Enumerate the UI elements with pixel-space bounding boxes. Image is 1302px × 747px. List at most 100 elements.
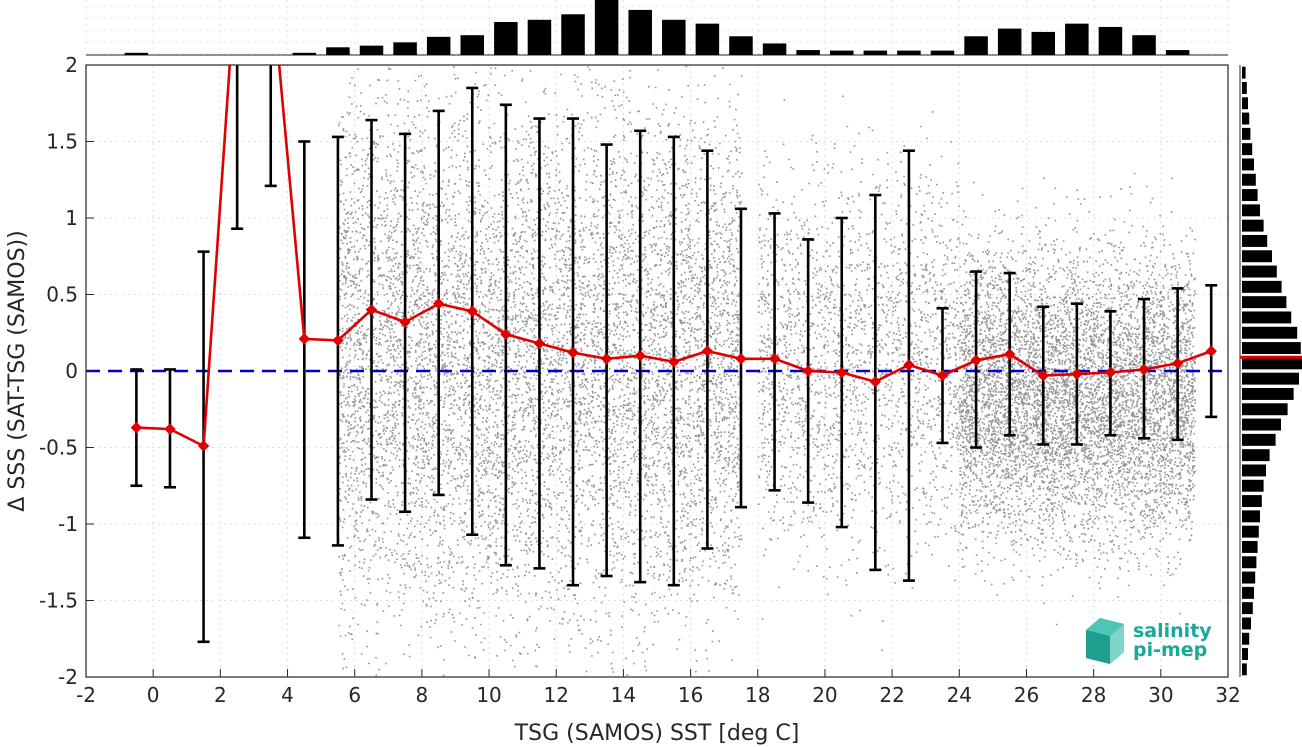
right-histogram: [1240, 65, 1302, 677]
right-hist-bar: [1242, 556, 1256, 568]
right-hist-bar: [1242, 327, 1297, 339]
x-tick-label: 28: [1081, 683, 1106, 707]
right-hist-bar: [1242, 128, 1250, 140]
top-hist-bar: [427, 37, 451, 55]
top-hist-bar: [897, 51, 921, 55]
y-tick-label: 1: [65, 206, 78, 230]
top-hist-bar: [326, 47, 350, 55]
top-hist-bar: [595, 0, 619, 55]
x-tick-label: 32: [1215, 683, 1240, 707]
x-tick-label: 24: [947, 683, 972, 707]
top-hist-bar: [528, 20, 552, 55]
top-hist-bar: [696, 24, 720, 55]
right-hist-bar: [1242, 419, 1281, 431]
right-hist-bar: [1242, 97, 1248, 109]
right-hist-bar: [1242, 311, 1291, 323]
right-hist-bar: [1242, 342, 1301, 354]
top-hist-bg: [86, 0, 1228, 55]
logo-text-line2: pi-mep: [1133, 639, 1207, 661]
x-tick-label: 20: [812, 683, 837, 707]
right-hist-bar: [1242, 602, 1253, 614]
right-hist-bar: [1242, 617, 1251, 629]
top-hist-bar: [1132, 35, 1156, 55]
x-tick-label: 0: [147, 683, 160, 707]
top-hist-bar: [1032, 32, 1056, 55]
right-hist-bar: [1242, 434, 1276, 446]
right-hist-bar: [1242, 464, 1266, 476]
right-hist-bar: [1242, 541, 1258, 553]
right-hist-bar: [1242, 510, 1260, 522]
y-tick-label: -1: [58, 512, 78, 536]
top-hist-bar: [864, 51, 888, 55]
top-hist-bar: [964, 36, 988, 55]
right-hist-bar: [1242, 281, 1282, 293]
right-hist-bar: [1242, 648, 1248, 660]
right-hist-bar: [1242, 113, 1249, 125]
right-hist-bar: [1242, 189, 1258, 201]
right-hist-bar: [1242, 633, 1249, 645]
right-hist-bar: [1242, 526, 1259, 538]
right-hist-bar: [1242, 174, 1256, 186]
top-hist-bar: [763, 43, 787, 55]
y-tick-label: -1.5: [39, 589, 78, 613]
top-hist-bar: [662, 20, 686, 55]
x-tick-label: 12: [544, 683, 569, 707]
y-tick-label: -2: [58, 665, 78, 689]
right-hist-bar: [1242, 587, 1254, 599]
right-hist-bar: [1242, 449, 1270, 461]
x-tick-label: 18: [745, 683, 770, 707]
top-hist-bar: [1099, 27, 1123, 55]
x-axis-label: TSG (SAMOS) SST [deg C]: [514, 721, 800, 746]
top-hist-bar: [796, 50, 820, 55]
right-hist-bar: [1242, 250, 1272, 262]
x-tick-label: 26: [1014, 683, 1039, 707]
salinity-pi-mep-logo: salinity pi-mep: [1086, 618, 1212, 664]
top-hist-bar: [125, 53, 149, 55]
top-hist-bar: [393, 42, 417, 55]
x-tick-label: 22: [879, 683, 904, 707]
right-hist-bar: [1242, 357, 1302, 369]
x-tick-label: 30: [1148, 683, 1173, 707]
x-tick-label: 2: [214, 683, 227, 707]
right-hist-bar: [1242, 388, 1294, 400]
right-hist-bar: [1242, 204, 1260, 216]
x-tick-label: 10: [476, 683, 501, 707]
top-hist-bar: [293, 53, 317, 55]
top-hist-bar: [1065, 24, 1089, 55]
x-tick-label: 14: [611, 683, 636, 707]
x-tick-label: 4: [281, 683, 294, 707]
y-tick-label: 1.5: [46, 130, 78, 154]
top-hist-bar: [461, 35, 485, 55]
y-tick-label: 0.5: [46, 283, 78, 307]
x-tick-label: 6: [348, 683, 361, 707]
right-hist-bar: [1242, 143, 1252, 155]
right-hist-bar: [1242, 373, 1299, 385]
top-hist-bar: [360, 46, 384, 55]
right-hist-bar: [1242, 572, 1255, 584]
top-hist-bar: [628, 10, 652, 55]
right-hist-bar: [1242, 403, 1288, 415]
x-tick-label: 8: [416, 683, 429, 707]
right-hist-bar: [1242, 82, 1247, 94]
top-hist-bar: [830, 51, 854, 55]
top-hist-bar: [1166, 50, 1190, 55]
right-hist-bar: [1242, 67, 1246, 79]
right-hist-bar: [1242, 158, 1254, 170]
y-tick-label: 2: [65, 53, 78, 77]
y-tick-label: -0.5: [39, 436, 78, 460]
x-tick-label: -2: [76, 683, 96, 707]
top-hist-bar: [998, 29, 1022, 55]
right-hist-bar: [1242, 495, 1262, 507]
right-hist-bar: [1242, 480, 1264, 492]
right-hist-bar: [1242, 220, 1264, 232]
top-histogram: [86, 0, 1228, 55]
right-hist-bar: [1242, 235, 1267, 247]
top-hist-bar: [494, 22, 518, 55]
top-hist-bar: [729, 36, 753, 55]
top-hist-bar: [931, 51, 955, 55]
right-hist-bar: [1242, 266, 1277, 278]
y-axis-label: Δ SSS (SAT-TSG (SAMOS)): [5, 230, 30, 511]
x-tick-label: 16: [678, 683, 703, 707]
right-hist-bar: [1242, 663, 1247, 675]
